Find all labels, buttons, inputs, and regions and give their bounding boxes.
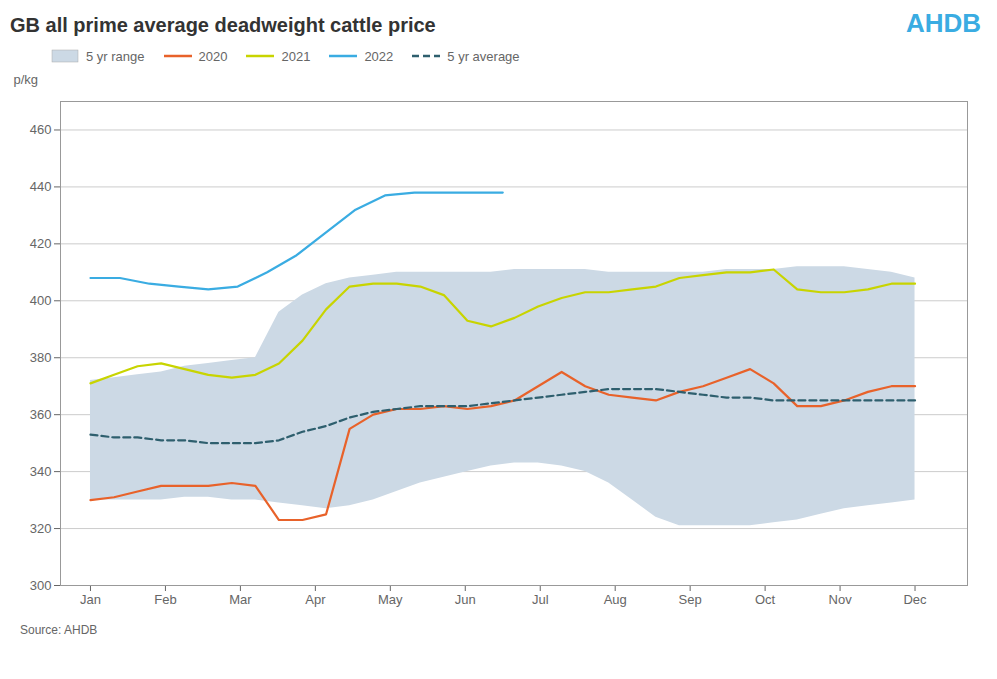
svg-text:Aug: Aug: [604, 592, 627, 607]
svg-text:360: 360: [30, 407, 52, 422]
svg-text:p/kg: p/kg: [14, 72, 39, 87]
svg-text:Dec: Dec: [903, 592, 927, 607]
svg-text:320: 320: [30, 521, 52, 536]
svg-text:Jul: Jul: [532, 592, 549, 607]
svg-text:380: 380: [30, 350, 52, 365]
html-text:2020: 2020: [198, 48, 228, 64]
svg-text:Oct: Oct: [755, 592, 776, 607]
svg-text:340: 340: [30, 464, 52, 479]
svg-text:460: 460: [30, 122, 52, 137]
html-text:Source: AHDB: Source: AHDB: [20, 623, 98, 637]
svg-text:420: 420: [30, 236, 52, 251]
html-text:5 yr range: 5 yr range: [86, 48, 145, 64]
svg-text:May: May: [378, 592, 403, 607]
svg-text:Jan: Jan: [80, 592, 101, 607]
svg-text:Sep: Sep: [679, 592, 702, 607]
svg-text:Apr: Apr: [305, 592, 326, 607]
html-text:2021: 2021: [281, 48, 311, 64]
svg-text:440: 440: [30, 179, 52, 194]
svg-text:Feb: Feb: [154, 592, 176, 607]
html-text:2022: 2022: [364, 48, 394, 64]
svg-text:Nov: Nov: [829, 592, 853, 607]
svg-text:300: 300: [30, 578, 52, 593]
html-text:AHDB: AHDB: [905, 8, 981, 38]
svg-text:400: 400: [30, 293, 52, 308]
html-text:GB all prime average deadweigh: GB all prime average deadweight cattle p…: [10, 14, 436, 36]
svg-text:Mar: Mar: [229, 592, 252, 607]
svg-text:Jun: Jun: [455, 592, 476, 607]
html-text:5 yr average: 5 yr average: [447, 48, 520, 64]
